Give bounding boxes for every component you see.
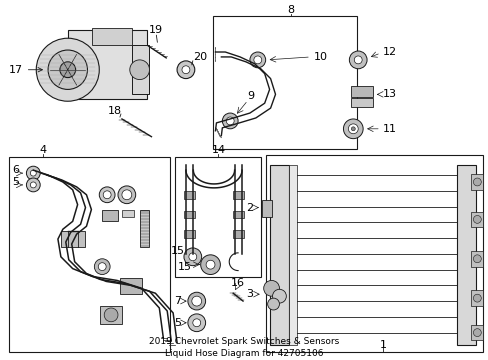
Bar bbox=[261, 200, 271, 217]
Bar bbox=[61, 231, 84, 247]
Text: 12: 12 bbox=[382, 47, 396, 57]
Bar bbox=[265, 156, 482, 352]
Circle shape bbox=[177, 61, 194, 78]
Text: 17: 17 bbox=[9, 65, 42, 75]
Circle shape bbox=[104, 308, 118, 322]
Circle shape bbox=[353, 56, 362, 64]
Bar bbox=[233, 191, 244, 199]
Bar bbox=[175, 157, 260, 278]
Circle shape bbox=[472, 178, 480, 186]
Circle shape bbox=[188, 253, 196, 261]
Circle shape bbox=[30, 182, 36, 188]
Circle shape bbox=[267, 298, 279, 310]
Text: 20: 20 bbox=[193, 52, 207, 62]
Bar bbox=[470, 174, 482, 190]
Circle shape bbox=[60, 62, 76, 78]
Text: 4: 4 bbox=[40, 145, 47, 156]
Bar bbox=[289, 165, 297, 345]
Circle shape bbox=[272, 289, 286, 303]
Circle shape bbox=[249, 52, 265, 68]
Circle shape bbox=[94, 259, 110, 275]
Text: 13: 13 bbox=[382, 89, 396, 99]
Bar bbox=[350, 86, 372, 97]
Circle shape bbox=[472, 294, 480, 302]
Bar bbox=[102, 210, 118, 221]
Text: 11: 11 bbox=[382, 124, 396, 134]
Circle shape bbox=[36, 38, 99, 101]
Bar bbox=[183, 191, 194, 199]
Circle shape bbox=[30, 170, 36, 176]
Text: 3: 3 bbox=[246, 289, 253, 299]
Bar bbox=[269, 165, 289, 345]
Bar bbox=[470, 290, 482, 306]
Text: 16: 16 bbox=[231, 278, 244, 288]
Circle shape bbox=[98, 263, 106, 271]
Circle shape bbox=[205, 260, 215, 269]
Circle shape bbox=[26, 178, 40, 192]
Circle shape bbox=[472, 329, 480, 337]
Text: 9: 9 bbox=[246, 91, 254, 101]
Bar bbox=[92, 28, 131, 45]
Text: 5: 5 bbox=[174, 318, 181, 328]
Circle shape bbox=[347, 124, 358, 134]
Bar bbox=[233, 211, 244, 219]
Text: 14: 14 bbox=[211, 145, 225, 156]
Circle shape bbox=[99, 187, 115, 203]
Text: 10: 10 bbox=[313, 52, 327, 62]
Bar bbox=[122, 210, 133, 217]
Bar bbox=[120, 278, 142, 294]
Text: 6: 6 bbox=[12, 165, 19, 175]
Circle shape bbox=[350, 127, 355, 131]
Circle shape bbox=[253, 56, 261, 64]
Circle shape bbox=[472, 215, 480, 223]
Circle shape bbox=[263, 280, 279, 296]
Circle shape bbox=[222, 113, 238, 129]
Text: 5: 5 bbox=[12, 177, 19, 187]
Circle shape bbox=[183, 248, 201, 266]
Bar bbox=[9, 157, 170, 352]
Circle shape bbox=[343, 119, 363, 139]
Circle shape bbox=[26, 166, 40, 180]
Circle shape bbox=[348, 51, 366, 69]
Bar bbox=[470, 251, 482, 267]
Circle shape bbox=[129, 60, 149, 80]
Circle shape bbox=[200, 255, 220, 275]
Bar bbox=[213, 15, 357, 149]
Circle shape bbox=[118, 186, 136, 204]
Circle shape bbox=[122, 190, 131, 200]
Bar bbox=[456, 165, 475, 345]
Bar bbox=[183, 211, 194, 219]
Circle shape bbox=[182, 66, 189, 74]
Bar bbox=[470, 212, 482, 227]
Circle shape bbox=[187, 292, 205, 310]
Bar bbox=[183, 230, 194, 238]
Bar bbox=[140, 210, 149, 247]
Circle shape bbox=[192, 319, 200, 327]
Text: 2019 Chevrolet Spark Switches & Sensors
Liquid Hose Diagram for 42705106: 2019 Chevrolet Spark Switches & Sensors … bbox=[149, 337, 339, 358]
Bar bbox=[131, 45, 148, 94]
Text: 15: 15 bbox=[178, 262, 192, 272]
Bar bbox=[470, 325, 482, 341]
Text: 15: 15 bbox=[171, 246, 184, 256]
Circle shape bbox=[226, 117, 234, 125]
Circle shape bbox=[48, 50, 87, 89]
Circle shape bbox=[191, 296, 201, 306]
Bar bbox=[100, 306, 122, 324]
Text: 8: 8 bbox=[287, 5, 294, 15]
Text: 19: 19 bbox=[149, 25, 163, 35]
Bar bbox=[233, 230, 244, 238]
Circle shape bbox=[472, 255, 480, 263]
Text: 18: 18 bbox=[108, 106, 122, 116]
Bar bbox=[350, 98, 372, 107]
Text: 2: 2 bbox=[246, 203, 253, 212]
Circle shape bbox=[103, 191, 111, 199]
Bar bbox=[68, 30, 146, 99]
Circle shape bbox=[187, 314, 205, 332]
Text: 1: 1 bbox=[379, 341, 386, 350]
Text: 7: 7 bbox=[174, 296, 181, 306]
